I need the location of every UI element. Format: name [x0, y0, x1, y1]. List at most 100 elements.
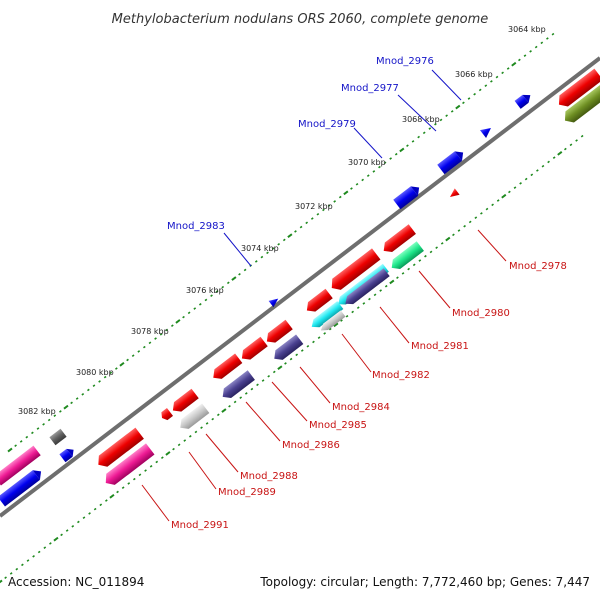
minor-tick	[53, 414, 57, 418]
tick-label: 3070 kbp	[348, 158, 386, 167]
gene-mnod-2989[interactable]	[94, 427, 144, 471]
gene-reverse-3064[interactable]	[555, 68, 600, 110]
gene-mnod-2984[interactable]	[271, 334, 304, 364]
major-tick	[231, 276, 237, 281]
minor-tick	[467, 97, 471, 100]
gene-label-reverse[interactable]: Mnod_2981	[411, 341, 469, 352]
gene-label-reverse[interactable]: Mnod_2984	[332, 402, 390, 413]
gene-label-reverse[interactable]: Mnod_2989	[218, 487, 276, 498]
gene-reverse-3064-olive[interactable]	[561, 84, 600, 126]
gene-mnod-2979[interactable]	[437, 148, 467, 175]
minor-tick	[300, 349, 304, 352]
gene-label-reverse[interactable]: Mnod_2985	[309, 420, 367, 431]
major-tick	[0, 579, 3, 585]
gene-reverse-3076-cyan[interactable]	[309, 301, 344, 331]
gene-mnod-2977[interactable]	[479, 124, 494, 139]
minor-tick	[317, 336, 321, 339]
gene-label-reverse[interactable]: Mnod_2991	[171, 520, 229, 531]
major-tick	[399, 147, 405, 153]
minor-tick	[294, 230, 297, 233]
gene-label-forward[interactable]: Mnod_2979	[298, 119, 356, 130]
gene-forward-3071[interactable]	[393, 183, 423, 210]
gene-reverse-3078b[interactable]	[238, 336, 268, 364]
minor-tick	[323, 332, 327, 335]
minor-tick	[121, 486, 125, 490]
minor-tick	[340, 319, 343, 322]
minor-tick	[378, 165, 381, 169]
gene-mnod-2981[interactable]	[342, 268, 390, 308]
minor-tick	[569, 143, 573, 147]
gene-reverse-3078a[interactable]	[263, 319, 293, 347]
minor-tick	[250, 387, 254, 391]
gene-mnod-2978[interactable]	[448, 188, 460, 200]
gene-mnod-2983[interactable]	[268, 295, 281, 308]
minor-tick	[350, 187, 353, 190]
minor-tick	[239, 396, 243, 399]
map-title: Methylobacterium nodulans ORS 2060, comp…	[112, 12, 489, 27]
gene-mnod-2982[interactable]	[318, 310, 346, 333]
minor-tick	[501, 71, 504, 75]
gene-mnod-2980[interactable]	[388, 241, 424, 272]
gene-reverse-3076[interactable]	[303, 288, 333, 316]
major-tick	[53, 536, 59, 542]
gene-mnod-2985[interactable]	[210, 353, 243, 383]
minor-tick	[345, 314, 349, 318]
gene-label-reverse[interactable]: Mnod_2978	[509, 261, 567, 272]
minor-tick	[104, 499, 108, 502]
minor-tick	[316, 212, 320, 216]
minor-tick	[244, 392, 248, 395]
minor-tick	[412, 263, 416, 267]
minor-tick	[116, 490, 119, 494]
gene-reverse-3081-small[interactable]	[159, 407, 174, 422]
minor-tick	[547, 160, 550, 164]
minor-tick	[434, 122, 437, 126]
gene-label-forward[interactable]: Mnod_2983	[167, 221, 225, 232]
genome-backbone	[0, 56, 600, 518]
minor-tick	[407, 267, 410, 271]
minor-tick	[138, 473, 142, 477]
minor-tick	[457, 229, 461, 232]
gene-label-forward[interactable]: Mnod_2976	[376, 56, 434, 67]
tick-label: 3068 kbp	[402, 115, 440, 124]
minor-tick	[233, 400, 237, 404]
gene-forward-3082[interactable]	[59, 446, 76, 463]
gene-label-reverse[interactable]: Mnod_2982	[372, 370, 430, 381]
gene-forward-3082-gray[interactable]	[49, 428, 67, 446]
minor-tick	[243, 268, 247, 272]
major-tick	[389, 279, 395, 285]
minor-tick	[31, 431, 34, 435]
major-tick	[333, 322, 339, 328]
minor-tick	[428, 127, 432, 130]
minor-tick	[540, 41, 544, 45]
accession-label: Accession: NC_011894	[8, 575, 144, 589]
gene-label-forward[interactable]: Mnod_2977	[341, 83, 399, 94]
minor-tick	[305, 221, 309, 225]
gene-mnod-2988[interactable]	[177, 403, 210, 433]
gene-labels: Mnod_2976 Mnod_2977 Mnod_2979 Mnod_2983 …	[167, 56, 567, 531]
gene-label-reverse[interactable]: Mnod_2988	[240, 471, 298, 482]
minor-tick	[261, 379, 265, 382]
minor-tick	[328, 327, 332, 331]
gene-mnod-2976[interactable]	[514, 91, 534, 109]
gene-reverse-3081[interactable]	[169, 388, 199, 416]
minor-tick	[422, 131, 426, 135]
minor-tick	[198, 302, 202, 306]
minor-tick	[529, 50, 532, 53]
gene-forward-edge-blue[interactable]	[0, 467, 45, 507]
gene-label-reverse[interactable]: Mnod_2980	[452, 308, 510, 319]
minor-tick	[445, 114, 448, 117]
gene-forward-edge-pink[interactable]	[0, 445, 41, 486]
gene-mnod-2991[interactable]	[102, 443, 155, 488]
minor-tick	[205, 422, 209, 425]
minor-tick	[519, 182, 522, 185]
gene-reverse-3074[interactable]	[328, 248, 381, 293]
minor-tick	[463, 224, 466, 228]
minor-tick	[372, 170, 376, 173]
minor-tick	[366, 174, 370, 177]
gene-mnod-2986[interactable]	[219, 370, 255, 401]
minor-tick	[254, 260, 258, 263]
minor-tick	[165, 328, 169, 332]
minor-tick	[383, 161, 387, 165]
gene-label-reverse[interactable]: Mnod_2986	[282, 440, 340, 451]
gene-reverse-3072[interactable]	[380, 224, 416, 255]
